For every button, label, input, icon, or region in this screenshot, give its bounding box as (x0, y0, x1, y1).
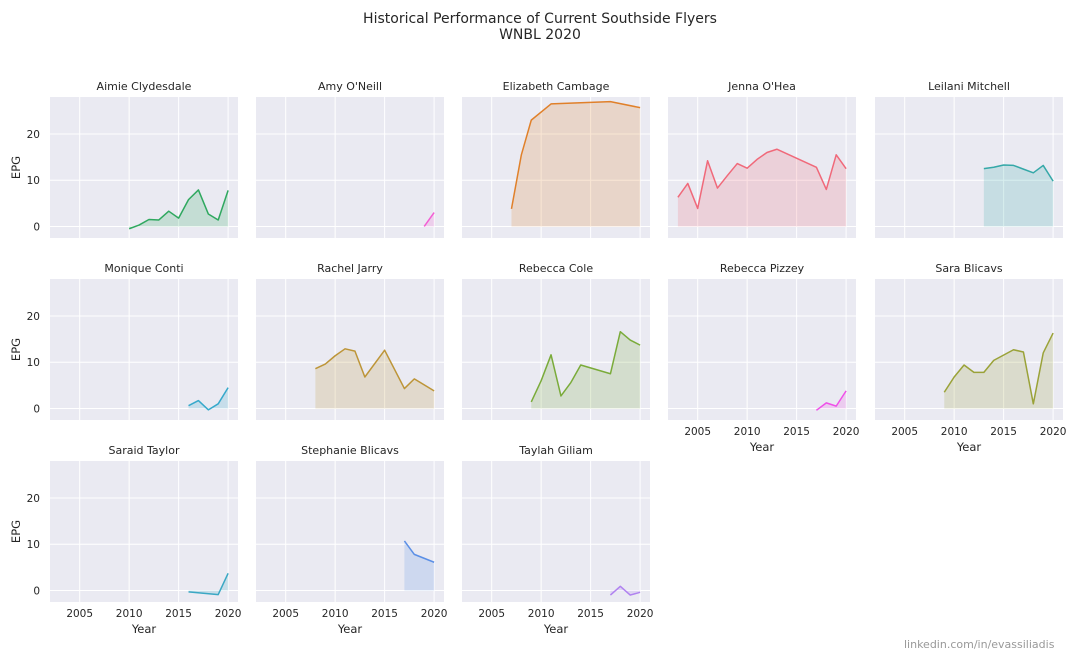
xtick-label: 2005 (891, 426, 918, 438)
panel-bg-rebecca-cole (462, 279, 650, 420)
xtick-label: 2010 (322, 608, 349, 620)
x-axis-label: Year (543, 622, 569, 636)
panel-title-amy-o-neill: Amy O'Neill (318, 80, 382, 93)
area-stephanie-blicavs (404, 540, 435, 591)
panel-bg-elizabeth-cambage (462, 97, 650, 238)
area-jenna-o-hea (677, 149, 847, 227)
xtick-label: 2015 (783, 426, 810, 438)
line-sara-blicavs (943, 332, 1054, 405)
line-elizabeth-cambage (510, 100, 641, 210)
panel-title-aimie-clydesdale: Aimie Clydesdale (97, 80, 192, 93)
panel-bg-leilani-mitchell (875, 97, 1063, 238)
panel-bg-monique-conti (50, 279, 238, 420)
figure-title: Historical Performance of Current Souths… (363, 11, 717, 27)
xtick-label: 2020 (1040, 426, 1067, 438)
x-axis-label: Year (956, 440, 982, 454)
area-sara-blicavs (944, 333, 1054, 409)
panel-bg-amy-o-neill (256, 97, 444, 238)
ytick-label: 10 (27, 357, 40, 369)
panel-title-rachel-jarry: Rachel Jarry (317, 262, 383, 275)
panel-title-jenna-o-hea: Jenna O'Hea (727, 80, 796, 93)
area-rebecca-cole (531, 331, 641, 409)
ytick-label: 10 (27, 539, 40, 551)
y-axis-label: EPG (9, 156, 23, 179)
ytick-label: 20 (27, 129, 40, 141)
area-aimie-clydesdale (129, 189, 229, 229)
x-axis-label: Year (337, 622, 363, 636)
area-rachel-jarry (315, 348, 435, 409)
xtick-label: 2010 (528, 608, 555, 620)
line-leilani-mitchell (983, 164, 1054, 182)
y-axis-label: EPG (9, 520, 23, 543)
xtick-label: 2005 (478, 608, 505, 620)
panel-title-elizabeth-cambage: Elizabeth Cambage (503, 80, 610, 93)
panel-title-rebecca-cole: Rebecca Cole (519, 262, 593, 275)
area-leilani-mitchell (983, 164, 1054, 227)
line-saraid-taylor (188, 573, 229, 596)
panel-title-leilani-mitchell: Leilani Mitchell (928, 80, 1010, 93)
panel-title-taylah-giliam: Taylah Giliam (518, 444, 593, 457)
figure-subtitle: WNBL 2020 (499, 27, 581, 43)
x-axis-label: Year (131, 622, 157, 636)
panel-title-saraid-taylor: Saraid Taylor (109, 444, 180, 457)
panel-bg-taylah-giliam (462, 461, 650, 602)
ytick-label: 0 (33, 221, 40, 233)
panel-title-sara-blicavs: Sara Blicavs (935, 262, 1002, 275)
ytick-label: 10 (27, 175, 40, 187)
xtick-label: 2015 (165, 608, 192, 620)
panel-bg-aimie-clydesdale (50, 97, 238, 238)
ytick-label: 0 (33, 585, 40, 597)
ytick-label: 20 (27, 493, 40, 505)
y-axis-label: EPG (9, 338, 23, 361)
xtick-label: 2015 (990, 426, 1017, 438)
ytick-label: 0 (33, 403, 40, 415)
ytick-label: 20 (27, 311, 40, 323)
xtick-label: 2020 (215, 608, 242, 620)
panel-bg-jenna-o-hea (668, 97, 856, 238)
panel-title-rebecca-pizzey: Rebecca Pizzey (720, 262, 805, 275)
line-jenna-o-hea (677, 148, 847, 210)
xtick-label: 2010 (116, 608, 143, 620)
area-elizabeth-cambage (511, 101, 641, 227)
panel-title-stephanie-blicavs: Stephanie Blicavs (301, 444, 399, 457)
xtick-label: 2005 (66, 608, 93, 620)
x-axis-label: Year (749, 440, 775, 454)
line-rebecca-pizzey (815, 390, 847, 411)
line-stephanie-blicavs (403, 540, 435, 563)
xtick-label: 2005 (272, 608, 299, 620)
xtick-label: 2020 (833, 426, 860, 438)
xtick-label: 2010 (941, 426, 968, 438)
xtick-label: 2015 (371, 608, 398, 620)
xtick-label: 2010 (734, 426, 761, 438)
line-rebecca-cole (530, 330, 641, 403)
panel-bg-stephanie-blicavs (256, 461, 444, 602)
line-rachel-jarry (315, 348, 435, 392)
xtick-label: 2020 (421, 608, 448, 620)
panel-title-monique-conti: Monique Conti (104, 262, 183, 275)
xtick-label: 2015 (577, 608, 604, 620)
panel-bg-rebecca-pizzey (668, 279, 856, 420)
line-aimie-clydesdale (128, 189, 229, 230)
line-taylah-giliam (609, 585, 641, 596)
xtick-label: 2005 (684, 426, 711, 438)
xtick-label: 2020 (627, 608, 654, 620)
line-monique-conti (188, 387, 229, 411)
panel-bg-saraid-taylor (50, 461, 238, 602)
line-amy-o-neill (423, 212, 435, 227)
